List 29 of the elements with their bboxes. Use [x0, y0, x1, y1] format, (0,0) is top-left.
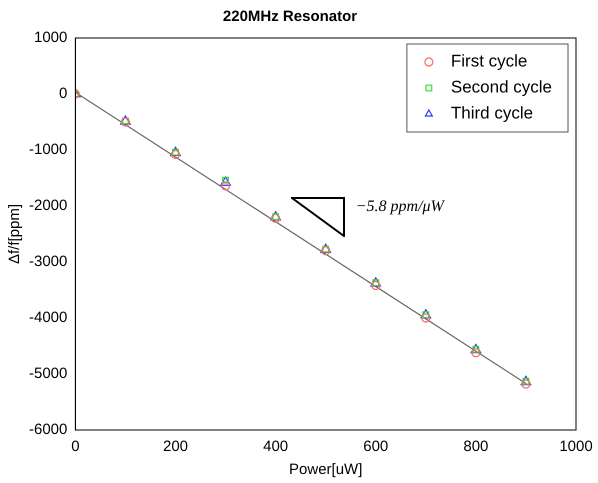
y-tick-label: 1000 [34, 29, 68, 46]
point [220, 181, 230, 190]
y-tick-label: -5000 [28, 365, 68, 382]
point [471, 348, 480, 358]
annotation: −5.8 ppm/μW [356, 198, 446, 215]
point [170, 150, 180, 160]
chart-title: 220MHz Resonator [222, 8, 358, 26]
x-tick-label: 1000 [559, 438, 593, 456]
x-tick-label: 600 [363, 438, 388, 456]
point [271, 214, 280, 223]
y-axis-title: Δf/f[ppm] [6, 204, 24, 264]
point [321, 246, 330, 256]
y-tick-label: 0 [59, 85, 68, 102]
x-tick-label: 200 [162, 438, 188, 456]
y-tick-label: -6000 [28, 421, 68, 438]
x-tick-label: 0 [71, 438, 80, 456]
x-axis-title: Power[uW] [289, 461, 362, 478]
y-tick-label: -2000 [28, 197, 68, 214]
y-tick-label: -3000 [28, 253, 68, 270]
point [521, 379, 531, 389]
x-tick-label: 400 [263, 438, 288, 456]
x-tick-label: 800 [463, 438, 488, 456]
y-tick-label: -1000 [28, 141, 68, 158]
legend-label: Third cycle [450, 104, 534, 123]
legend-label: First cycle [450, 52, 528, 71]
point [421, 313, 430, 323]
y-tick-label: -4000 [28, 309, 68, 326]
legend-label: Second cycle [450, 78, 552, 97]
point [371, 280, 380, 290]
